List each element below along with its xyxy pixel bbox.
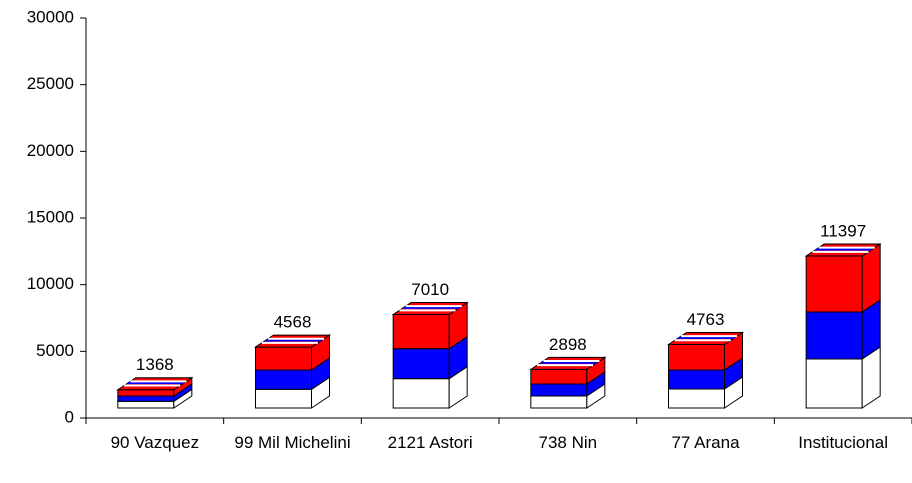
bar-segment [392,335,468,380]
x-tick-label: 2121 Astori [387,433,473,452]
bar-front [668,343,725,371]
y-tick-label: 10000 [27,274,74,293]
y-tick-label: 20000 [27,141,74,160]
x-tick-label: 77 Arana [671,433,740,452]
bar-segment [530,371,606,397]
total-label: 11397 [820,222,866,241]
bar-front [530,368,588,385]
bar-front [530,383,588,397]
x-tick-label: 738 Nin [538,433,598,452]
x-tick-label: Institucional [798,433,889,452]
total-label: 2898 [549,335,587,354]
y-tick-label: 15000 [27,207,74,226]
bar-segment [805,299,881,360]
bar-segment [805,243,881,313]
bar-front [668,369,725,390]
bar-front [255,346,312,371]
bar-front [255,388,312,409]
total-label: 1368 [136,355,174,374]
x-tick-label: 99 Mil Michelini [234,433,351,452]
bar-segment [668,357,743,390]
bar-front [392,378,450,409]
bar-front [117,395,175,402]
y-tick-label: 30000 [27,7,74,26]
total-label: 4763 [687,310,725,329]
bar-front [392,314,450,350]
bar-front [530,395,588,409]
bar-front [805,311,863,360]
y-tick-label: 5000 [36,341,74,360]
y-tick-label: 25000 [27,74,74,93]
bar-segment [392,365,468,409]
bar-front [255,369,312,390]
bar-front [805,255,863,313]
bar-segment [255,357,330,391]
bar-segment [255,376,330,409]
bar-front [668,388,725,409]
bar-segment [805,346,881,409]
total-label: 4568 [274,313,312,332]
bar-front [117,400,175,409]
y-tick-label: 0 [65,407,74,426]
bar-front [392,348,450,380]
bar-front [805,358,863,409]
total-label: 7010 [411,280,449,299]
x-tick-label: 90 Vazquez [110,433,200,452]
bar-front [117,389,175,397]
bar-segment [255,334,330,371]
